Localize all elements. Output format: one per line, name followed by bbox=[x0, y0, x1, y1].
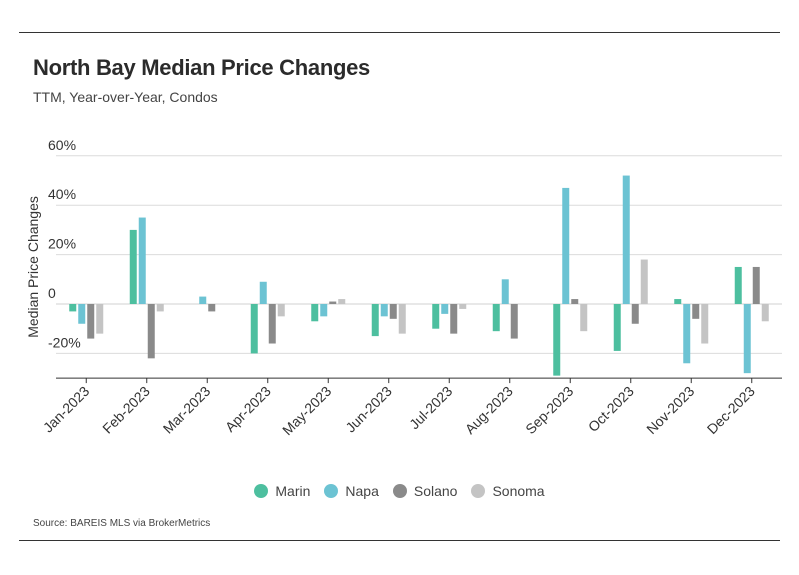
bar-sonoma-jun-2023 bbox=[398, 304, 406, 334]
bar-napa-mar-2023 bbox=[199, 296, 207, 304]
legend-swatch bbox=[254, 484, 269, 498]
legend: Marin Napa Solano Sonoma bbox=[0, 483, 799, 499]
y-tick-label: -20% bbox=[48, 334, 81, 350]
bar-solano-feb-2023 bbox=[147, 304, 155, 359]
bar-napa-sep-2023 bbox=[562, 187, 570, 304]
bar-napa-oct-2023 bbox=[622, 175, 630, 304]
bar-sonoma-apr-2023 bbox=[277, 304, 285, 317]
bar-solano-oct-2023 bbox=[631, 304, 639, 324]
y-tick-label: 20% bbox=[48, 236, 76, 252]
bar-sonoma-oct-2023 bbox=[640, 259, 648, 304]
bar-napa-aug-2023 bbox=[501, 279, 509, 304]
legend-item-napa: Napa bbox=[324, 483, 379, 499]
y-tick-label: 40% bbox=[48, 186, 76, 202]
x-tick-label: Mar-2023 bbox=[160, 383, 214, 437]
bar-napa-jan-2023 bbox=[78, 304, 86, 324]
bar-solano-dec-2023 bbox=[752, 266, 760, 304]
bar-marin-oct-2023 bbox=[613, 304, 621, 351]
x-tick-label: Oct-2023 bbox=[585, 383, 637, 435]
bar-solano-jun-2023 bbox=[389, 304, 397, 319]
bar-marin-feb-2023 bbox=[129, 229, 137, 304]
bar-napa-jul-2023 bbox=[441, 304, 449, 314]
bar-sonoma-dec-2023 bbox=[761, 304, 769, 322]
bar-solano-aug-2023 bbox=[510, 304, 518, 339]
x-tick-label: Jul-2023 bbox=[406, 383, 455, 432]
x-tick-label: Jan-2023 bbox=[40, 383, 93, 436]
bar-marin-nov-2023 bbox=[674, 299, 682, 304]
bar-sonoma-jan-2023 bbox=[96, 304, 104, 334]
bar-solano-jul-2023 bbox=[450, 304, 458, 334]
legend-label: Solano bbox=[413, 483, 458, 499]
bar-solano-apr-2023 bbox=[268, 304, 276, 344]
bar-solano-jan-2023 bbox=[87, 304, 95, 339]
bar-solano-sep-2023 bbox=[571, 299, 579, 304]
bar-marin-jul-2023 bbox=[432, 304, 440, 329]
bar-solano-may-2023 bbox=[329, 301, 337, 304]
x-tick-label: Feb-2023 bbox=[99, 383, 153, 437]
y-tick-label: 60% bbox=[48, 137, 76, 153]
bar-marin-apr-2023 bbox=[250, 304, 258, 354]
bar-marin-jan-2023 bbox=[69, 304, 77, 312]
bar-napa-may-2023 bbox=[320, 304, 328, 317]
bar-marin-dec-2023 bbox=[734, 266, 742, 304]
bar-sonoma-nov-2023 bbox=[701, 304, 709, 344]
top-rule bbox=[19, 32, 780, 33]
x-tick-label: Nov-2023 bbox=[643, 383, 697, 437]
bar-marin-sep-2023 bbox=[553, 304, 561, 376]
bar-sonoma-may-2023 bbox=[338, 299, 346, 304]
y-axis-label: Median Price Changes bbox=[25, 196, 41, 338]
bar-sonoma-sep-2023 bbox=[580, 304, 588, 332]
chart-subtitle: TTM, Year-over-Year, Condos bbox=[33, 89, 218, 105]
bar-sonoma-feb-2023 bbox=[156, 304, 164, 312]
bar-napa-apr-2023 bbox=[259, 281, 267, 304]
bottom-rule bbox=[19, 540, 780, 541]
bar-napa-feb-2023 bbox=[138, 217, 146, 304]
legend-swatch bbox=[471, 484, 486, 498]
legend-item-sonoma: Sonoma bbox=[471, 483, 545, 499]
y-tick-label: 0 bbox=[48, 285, 56, 301]
x-tick-label: Dec-2023 bbox=[704, 383, 758, 437]
source-note: Source: BAREIS MLS via BrokerMetrics bbox=[33, 518, 211, 529]
x-tick-label: Apr-2023 bbox=[222, 383, 274, 435]
x-tick-label: May-2023 bbox=[279, 383, 334, 438]
x-tick-label: Jun-2023 bbox=[342, 383, 395, 436]
bar-napa-nov-2023 bbox=[683, 304, 691, 364]
legend-label: Napa bbox=[345, 483, 379, 499]
bar-napa-dec-2023 bbox=[743, 304, 751, 374]
legend-item-solano: Solano bbox=[392, 483, 458, 499]
bar-marin-may-2023 bbox=[311, 304, 319, 322]
legend-label: Marin bbox=[275, 483, 311, 499]
legend-swatch bbox=[392, 484, 407, 498]
legend-item-marin: Marin bbox=[254, 483, 310, 499]
legend-swatch bbox=[324, 484, 339, 498]
legend-label: Sonoma bbox=[492, 483, 545, 499]
bar-sonoma-jul-2023 bbox=[459, 304, 467, 309]
bar-solano-nov-2023 bbox=[692, 304, 700, 319]
chart-title: North Bay Median Price Changes bbox=[33, 55, 370, 80]
x-tick-label: Sep-2023 bbox=[522, 383, 576, 437]
bar-marin-aug-2023 bbox=[492, 304, 500, 332]
bar-solano-mar-2023 bbox=[208, 304, 216, 312]
bar-marin-jun-2023 bbox=[371, 304, 379, 337]
bar-napa-jun-2023 bbox=[380, 304, 388, 317]
x-tick-label: Aug-2023 bbox=[462, 383, 516, 437]
